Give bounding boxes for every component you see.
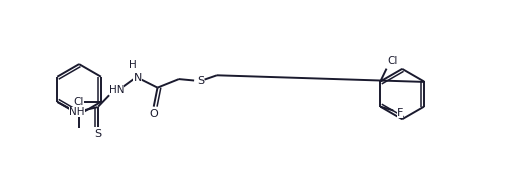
Text: S: S <box>197 76 205 86</box>
Text: Cl: Cl <box>387 56 397 65</box>
Text: HN: HN <box>109 84 124 95</box>
Text: O: O <box>149 109 158 119</box>
Text: Cl: Cl <box>74 97 84 107</box>
Text: H: H <box>129 60 137 70</box>
Text: N: N <box>133 73 142 83</box>
Text: NH: NH <box>70 107 85 117</box>
Text: F: F <box>396 108 403 118</box>
Text: S: S <box>94 129 102 139</box>
